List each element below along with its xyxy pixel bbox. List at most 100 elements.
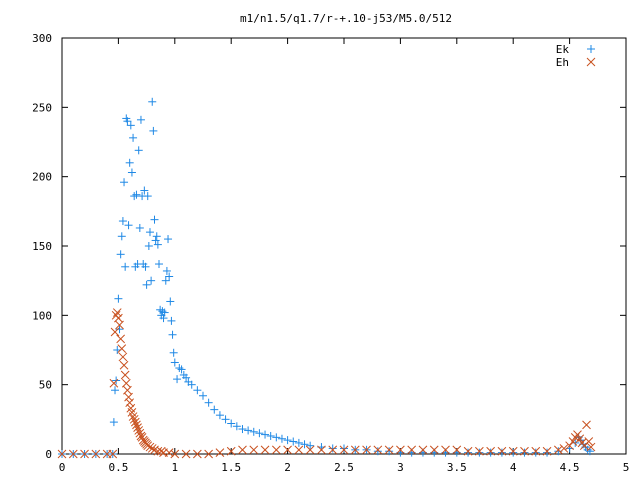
data-point-eh [80, 449, 89, 459]
data-point-ek [232, 422, 241, 431]
data-point-eh [407, 445, 417, 455]
data-point-ek [169, 348, 178, 357]
data-point-ek [125, 158, 134, 167]
data-point-eh [373, 445, 383, 455]
data-point-eh [112, 308, 122, 317]
data-point-ek [227, 419, 236, 428]
data-point-ek [130, 192, 139, 201]
data-point-eh [384, 445, 394, 455]
data-point-eh [441, 445, 450, 455]
x-axis: 0 0.5 1 1.5 2 2.5 3 3.5 4 4.5 5 [59, 38, 629, 474]
legend-item-eh: Eh [556, 56, 596, 69]
data-point-ek [283, 436, 292, 445]
data-point-ek [148, 97, 157, 106]
data-point-ek [121, 262, 130, 271]
x-tick-label: 3 [397, 461, 404, 474]
data-point-ek [158, 307, 167, 316]
data-point-ek [166, 297, 175, 306]
data-point-eh [396, 445, 405, 455]
data-point-eh [362, 445, 371, 455]
data-point-ek [215, 411, 224, 420]
data-point-eh [117, 344, 127, 353]
data-point-eh [124, 392, 133, 402]
data-point-eh [134, 426, 144, 435]
data-point-eh [215, 448, 225, 457]
legend-label: Eh [556, 56, 569, 69]
data-point-ek [373, 447, 382, 456]
data-point-ek [187, 380, 196, 389]
legend-label: Ek [556, 43, 570, 56]
data-point-ek [255, 429, 264, 438]
data-point-ek [135, 223, 144, 232]
data-point-eh [339, 445, 349, 455]
data-point-ek [127, 168, 136, 177]
data-point-ek [175, 364, 184, 373]
data-point-eh [452, 445, 462, 455]
data-point-eh [129, 414, 139, 424]
data-point-eh [193, 449, 202, 459]
data-point-ek [170, 358, 179, 367]
data-point-eh [57, 449, 67, 459]
data-point-ek [132, 190, 141, 199]
data-point-ek [143, 192, 152, 201]
data-point-ek [294, 438, 303, 447]
data-point-eh [584, 437, 594, 446]
data-point-ek [266, 431, 275, 440]
data-point-eh [497, 446, 507, 456]
data-point-eh [294, 445, 304, 455]
data-point-eh [508, 446, 518, 456]
data-point-ek [118, 217, 127, 226]
data-point-ek [177, 365, 186, 374]
data-point-ek [161, 276, 170, 285]
data-point-eh [153, 446, 163, 456]
data-point-eh [565, 441, 574, 451]
x-tick-label: 4.5 [560, 461, 580, 474]
data-point-eh [110, 327, 120, 337]
x-tick-label: 4 [510, 461, 517, 474]
data-point-eh [123, 385, 132, 395]
data-point-ek [160, 308, 169, 317]
data-point-eh [226, 446, 236, 456]
data-point-ek [497, 448, 506, 457]
data-point-eh [128, 412, 138, 421]
legend-item-ek: Ek [556, 43, 595, 56]
y-tick-label: 0 [45, 448, 52, 461]
data-point-eh [586, 442, 596, 452]
x-tick-label: 1 [171, 461, 178, 474]
data-point-eh [238, 445, 247, 455]
data-point-eh [143, 441, 153, 451]
x-tick-label: 2 [284, 461, 291, 474]
series-eh [57, 308, 596, 459]
data-point-eh [132, 420, 141, 430]
data-point-ek [126, 121, 135, 130]
data-point-eh [116, 334, 126, 344]
data-point-ek [249, 427, 258, 436]
data-point-ek [277, 434, 286, 443]
data-point-eh [68, 449, 78, 459]
data-point-eh [137, 433, 147, 442]
data-point-ek [159, 314, 168, 323]
data-point-ek [149, 126, 158, 135]
data-point-ek [124, 221, 133, 230]
data-point-ek [142, 280, 151, 289]
data-point-ek [140, 186, 149, 195]
data-point-ek [182, 373, 191, 382]
data-point-eh [115, 320, 124, 330]
series-ek [58, 97, 594, 458]
data-point-ek [486, 448, 495, 457]
data-point-ek [531, 448, 540, 457]
y-tick-label: 250 [32, 101, 52, 114]
data-point-ek [111, 386, 120, 395]
data-point-eh [120, 370, 130, 380]
data-point-eh [119, 360, 129, 370]
chart-title: m1/n1.5/q1.7/r-+.10-j53/M5.0/512 [240, 12, 452, 25]
x-tick-label: 3.5 [447, 461, 467, 474]
data-point-ek [141, 262, 150, 271]
data-point-eh [114, 313, 123, 323]
data-point-eh [108, 449, 118, 459]
data-point-ek [261, 430, 270, 439]
data-point-eh [429, 445, 439, 455]
data-point-eh [582, 420, 591, 430]
